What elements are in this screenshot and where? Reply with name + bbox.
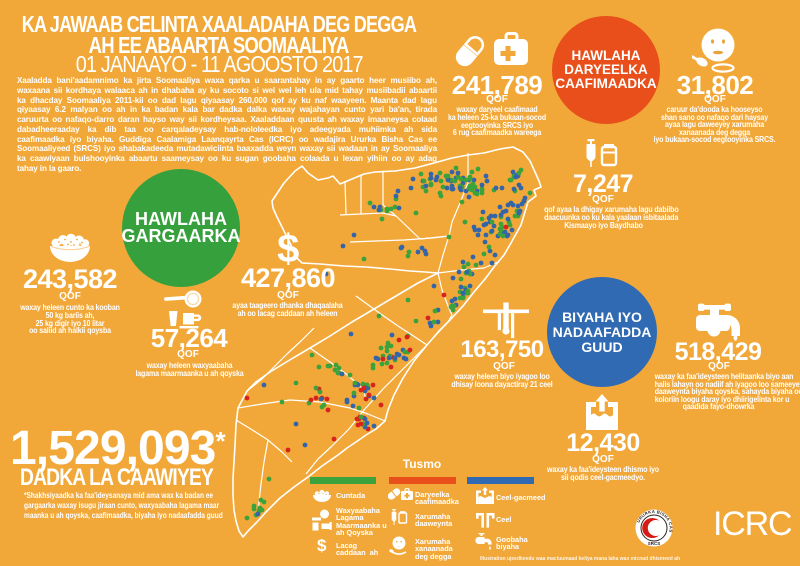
svg-text:SRCS: SRCS [648,541,661,546]
svg-text:$: $ [317,536,327,555]
